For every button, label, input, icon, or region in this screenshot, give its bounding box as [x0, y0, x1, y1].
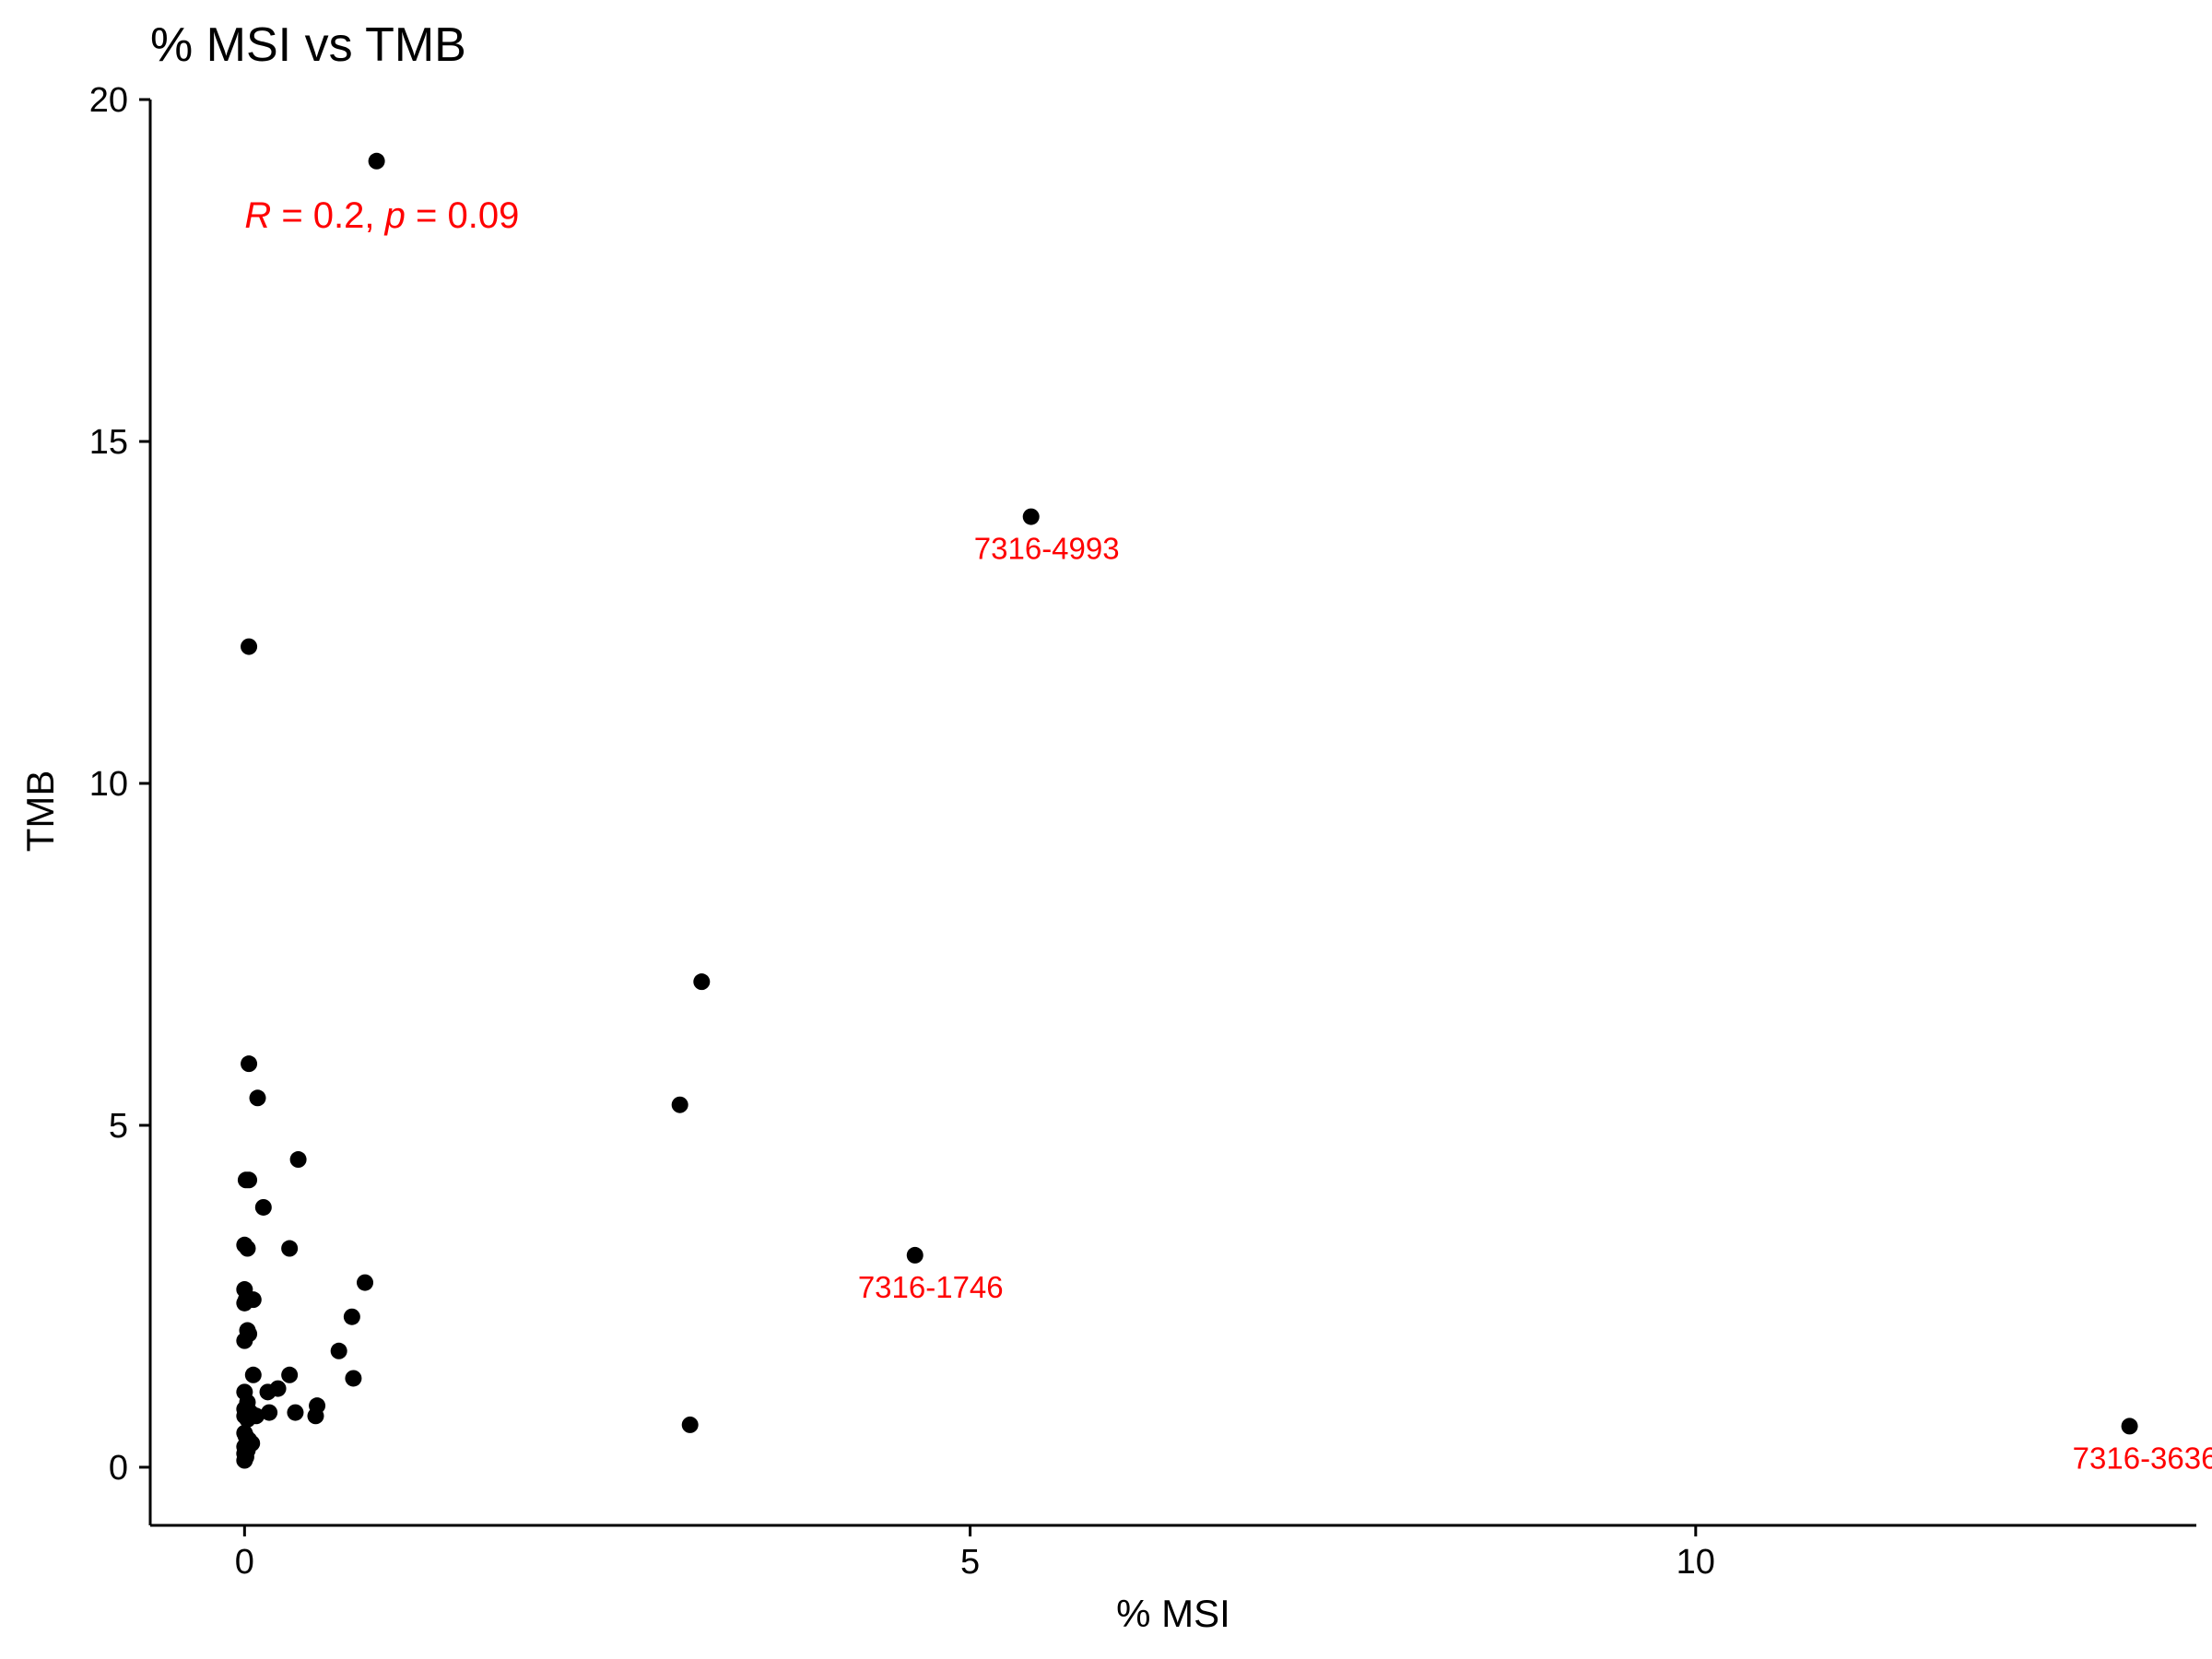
axes-layer: 0 5 10 15 20 0 5 10 [89, 81, 2196, 1582]
data-point [368, 152, 385, 170]
x-tick-label-10: 10 [1677, 1543, 1715, 1582]
correlation-part-2: p [384, 195, 406, 236]
annotation-layer: R = 0.2, p = 0.09 [244, 195, 519, 236]
data-point [239, 1240, 256, 1257]
data-point [236, 1294, 253, 1312]
labels-layer: 7316-4993 7316-1746 7316-3636 [858, 532, 2212, 1476]
data-point [343, 1308, 360, 1325]
data-point [671, 1096, 688, 1113]
data-point [307, 1407, 324, 1425]
data-point [693, 973, 711, 991]
data-point [681, 1416, 699, 1433]
data-point [357, 1274, 374, 1291]
data-point [330, 1342, 347, 1359]
correlation-annotation: R = 0.2, p = 0.09 [244, 195, 519, 236]
y-tick-label-0: 0 [109, 1449, 128, 1488]
point-label-7316-3636: 7316-3636 [2073, 1441, 2212, 1475]
data-point [236, 1452, 253, 1469]
data-point [254, 1198, 272, 1216]
data-point [249, 1089, 266, 1107]
data-point [1022, 508, 1040, 525]
data-point [236, 1332, 253, 1349]
chart-title: % MSI vs TMB [150, 18, 466, 72]
y-axis-title: TMB [18, 771, 62, 853]
x-tick-label-5: 5 [960, 1543, 980, 1582]
y-tick-label-15: 15 [89, 423, 128, 462]
data-point [241, 1171, 258, 1189]
data-point [244, 1366, 262, 1383]
x-axis-title: % MSI [1116, 1592, 1230, 1635]
data-point [287, 1404, 304, 1421]
point-label-7316-4993: 7316-4993 [974, 532, 1120, 566]
data-point [241, 1055, 258, 1073]
data-point [239, 1410, 256, 1428]
data-point [261, 1404, 278, 1421]
data-point [241, 638, 258, 655]
points-layer [236, 152, 2138, 1469]
point-label-7316-1746: 7316-1746 [858, 1270, 1004, 1304]
x-tick-label-0: 0 [235, 1543, 254, 1582]
data-point [906, 1246, 924, 1264]
y-tick-label-5: 5 [109, 1107, 128, 1146]
correlation-part-1: = 0.2, [271, 195, 384, 236]
y-tick-label-20: 20 [89, 81, 128, 120]
correlation-part-0: R [244, 195, 271, 236]
data-point [2121, 1418, 2138, 1435]
data-point [281, 1366, 299, 1383]
data-point [289, 1151, 307, 1169]
data-point [259, 1383, 276, 1401]
data-point [345, 1370, 362, 1387]
y-tick-label-10: 10 [89, 765, 128, 804]
data-point [281, 1240, 299, 1257]
correlation-part-3: = 0.09 [406, 195, 519, 236]
